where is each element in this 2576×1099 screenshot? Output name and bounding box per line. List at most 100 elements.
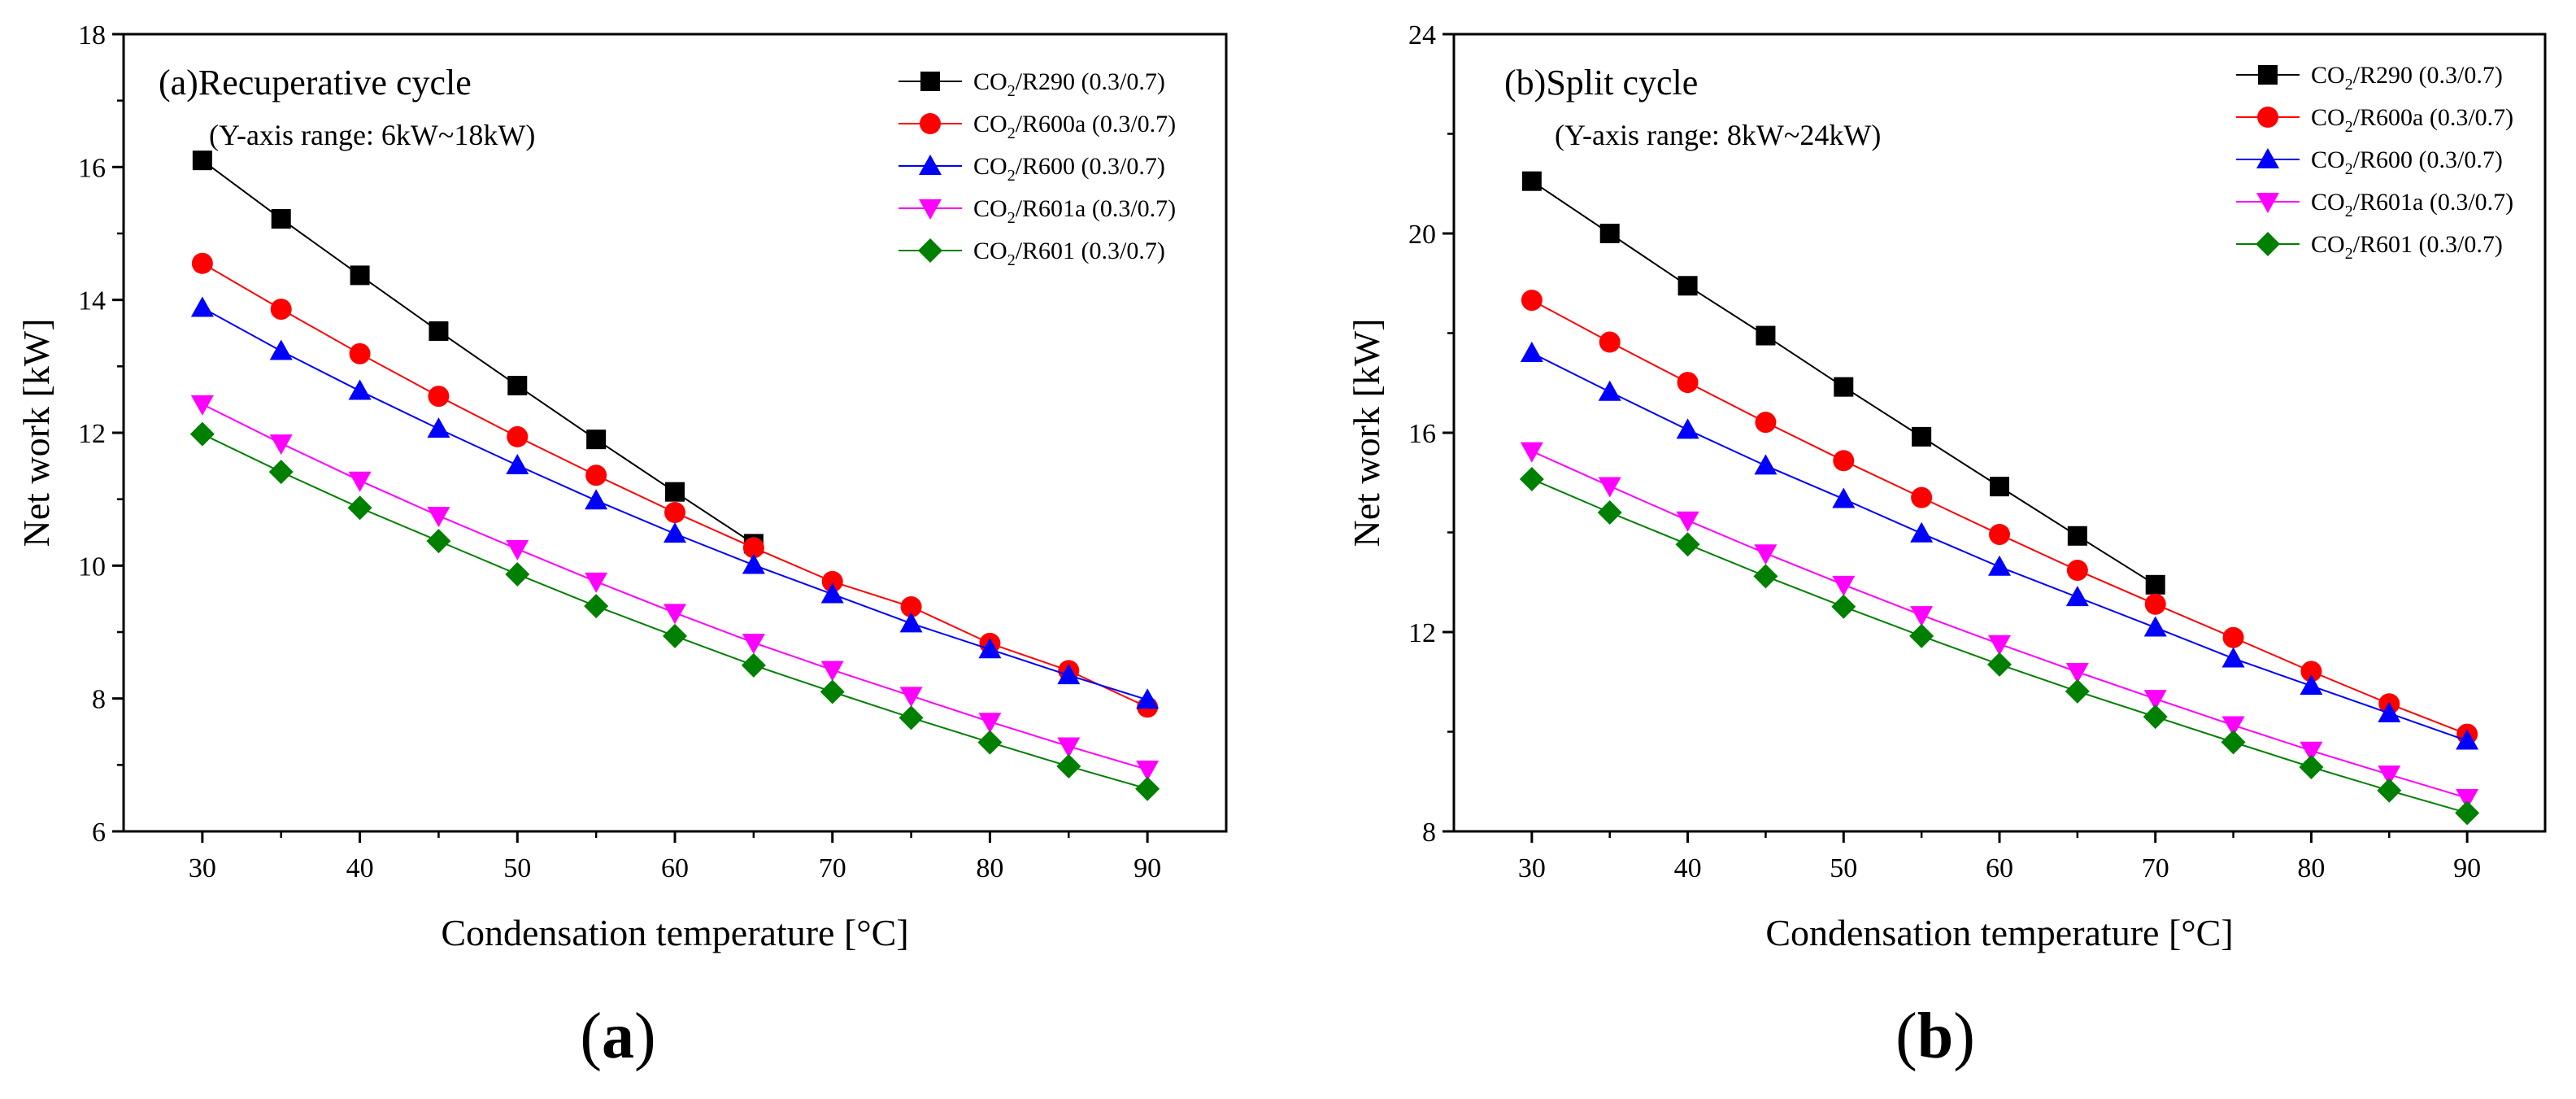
data-point	[1676, 511, 1699, 532]
data-point	[347, 495, 372, 521]
data-point	[2065, 663, 2089, 683]
data-point	[1597, 500, 1622, 525]
data-point	[1987, 652, 2012, 677]
legend-item: CO2/R600 (0.3/0.7)	[899, 153, 1165, 185]
legend-item: CO2/R601 (0.3/0.7)	[899, 238, 1165, 269]
legend-marker	[2256, 232, 2280, 256]
data-point	[2377, 778, 2402, 803]
panel-title: (b)Split cycle	[1504, 63, 1698, 102]
legend: CO2/R290 (0.3/0.7) CO2/R600a (0.3/0.7) CO2…	[2236, 62, 2513, 263]
data-point	[1832, 575, 1856, 596]
y-tick-label: 18	[78, 20, 106, 50]
data-point	[1599, 224, 1620, 243]
data-point	[1911, 486, 1933, 508]
data-point	[1753, 564, 1778, 589]
data-point	[2378, 701, 2401, 722]
data-point	[427, 507, 450, 528]
data-point	[585, 489, 608, 510]
legend-marker	[920, 113, 941, 134]
data-point	[584, 594, 609, 619]
data-point	[1598, 477, 1621, 498]
data-point	[270, 299, 292, 321]
data-point	[1834, 377, 1854, 397]
data-point	[1910, 521, 1934, 543]
data-point	[664, 604, 686, 625]
series-4	[189, 421, 1160, 801]
y-tick-label: 24	[1408, 20, 1436, 50]
x-tick-label: 50	[503, 853, 531, 883]
data-point	[820, 661, 844, 682]
series-2	[1520, 342, 2479, 750]
legend-label: CO2/R600 (0.3/0.7)	[973, 153, 1165, 185]
data-point	[189, 421, 215, 447]
y-tick-label: 16	[78, 153, 106, 183]
data-point	[821, 570, 843, 592]
data-point	[585, 572, 608, 593]
data-point	[349, 342, 371, 364]
x-tick-label: 40	[346, 853, 374, 883]
panel-subtitle: (Y-axis range: 6kW~18kW)	[209, 119, 535, 151]
data-point	[2145, 574, 2165, 595]
data-point	[900, 595, 922, 617]
data-point	[426, 529, 451, 554]
data-point	[1675, 532, 1700, 557]
series-4	[1519, 466, 2480, 826]
data-point	[1135, 776, 1160, 801]
data-point	[1677, 372, 1699, 394]
data-point	[1056, 753, 1081, 778]
data-point	[978, 638, 1002, 659]
data-point	[1520, 342, 1543, 362]
data-point	[1988, 635, 2011, 656]
x-tick-label: 50	[1830, 853, 1857, 883]
data-point	[2222, 626, 2244, 648]
x-tick-label: 80	[2297, 853, 2325, 883]
data-point	[192, 150, 212, 171]
series-3	[190, 395, 1160, 782]
data-point	[1831, 594, 1856, 619]
data-point	[663, 623, 687, 648]
legend-marker	[918, 238, 942, 263]
data-point	[1832, 487, 1856, 508]
panel-title-text: Recuperative cycle	[198, 63, 472, 102]
data-point	[899, 687, 923, 708]
data-point	[507, 425, 529, 447]
legend-marker	[2256, 193, 2279, 213]
legend-item: CO2/R601a (0.3/0.7)	[899, 195, 1176, 227]
data-point	[1057, 737, 1081, 758]
data-point	[741, 652, 766, 678]
data-point	[664, 502, 685, 523]
y-tick-label: 10	[78, 552, 106, 582]
x-tick-label: 70	[819, 853, 846, 883]
y-axis-label: Net work [kW]	[1346, 318, 1387, 547]
y-tick-label: 14	[78, 286, 106, 316]
data-point	[190, 296, 214, 317]
legend-item: CO2/R600a (0.3/0.7)	[2236, 104, 2513, 136]
legend-label: CO2/R601 (0.3/0.7)	[2311, 231, 2503, 263]
data-point	[2143, 616, 2167, 637]
panel-title-text: Split cycle	[1546, 63, 1698, 102]
x-axis-label: Condensation temperature [°C]	[441, 912, 908, 953]
legend-item: CO2/R601a (0.3/0.7)	[2236, 189, 2513, 220]
y-tick-label: 8	[1422, 818, 1436, 848]
x-tick-label: 30	[1518, 853, 1546, 883]
legend-label: CO2/R601 (0.3/0.7)	[973, 238, 1165, 269]
data-point	[427, 417, 450, 438]
data-point	[2067, 526, 2087, 546]
legend-item: CO2/R601 (0.3/0.7)	[2236, 231, 2503, 263]
data-point	[505, 561, 530, 587]
x-tick-label: 40	[1674, 853, 1702, 883]
data-point	[585, 464, 607, 486]
panel-a: 30 40 50 60 70 80 90 6 8 10 12 14 16 18 Condensation t…	[15, 20, 1228, 1072]
y-tick-label: 16	[1408, 419, 1436, 449]
data-point	[586, 430, 607, 450]
x-tick-label: 80	[976, 853, 1003, 883]
data-point	[1754, 454, 1778, 475]
data-point	[506, 539, 529, 560]
data-point	[2456, 788, 2479, 809]
legend-item: CO2/R290 (0.3/0.7)	[2236, 62, 2503, 94]
data-point	[2300, 741, 2323, 762]
series-3	[1520, 442, 2479, 809]
data-point	[2143, 704, 2168, 730]
